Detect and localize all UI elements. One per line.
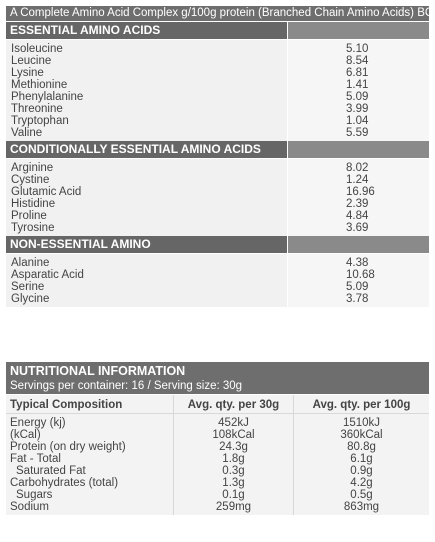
amino-acid-value: 1.04 bbox=[346, 115, 369, 127]
amino-name-column: Isoleucine Leucine Lysine Methionine Phenyla… bbox=[6, 40, 287, 141]
nutrient-per30: 452kJ bbox=[218, 417, 249, 429]
nutrient-name: Carbohydrates (total) bbox=[10, 477, 119, 489]
amino-acid-name: Histidine bbox=[11, 198, 56, 210]
section-header-fill bbox=[287, 236, 429, 253]
amino-sections: ESSENTIAL AMINO ACIDS Isoleucine Leucine Ly… bbox=[6, 22, 429, 307]
amino-acid-name: Glutamic Acid bbox=[11, 186, 82, 198]
amino-acid-name: Lysine bbox=[11, 67, 44, 79]
nutrition-serving-info: Servings per container: 16 / Serving siz… bbox=[6, 379, 429, 395]
amino-acid-value: 5.09 bbox=[346, 281, 369, 293]
nutrient-name: Energy (kj) bbox=[10, 417, 66, 429]
nutrient-name: Sodium bbox=[10, 501, 49, 513]
nutrient-name: Sugars bbox=[16, 489, 53, 501]
amino-value-column: 8.02 1.24 16.96 2.39 4.84 3.69 bbox=[287, 159, 429, 236]
amino-table-title: A Complete Amino Acid Complex g/100g pro… bbox=[6, 6, 429, 22]
section-rows: Alanine Asparatic Acid Serine Glycine 4.38 10… bbox=[6, 254, 429, 307]
nutrient-name: Saturated Fat bbox=[16, 465, 86, 477]
nutrient-per30: 0.1g bbox=[222, 489, 245, 501]
nutrition-per100-values: 1510kJ 360kCal 80.8g 6.1g 0.9g 4.2g 0.5g 863mg bbox=[294, 414, 429, 515]
nutrition-col-composition: Typical Composition Energy (kj) (kCal) Pro… bbox=[6, 395, 173, 515]
nutrition-col-header: Typical Composition bbox=[6, 398, 173, 414]
nutrient-name: (kCal) bbox=[10, 429, 41, 441]
amino-name-column: Arginine Cystine Glutamic Acid Histidine Pro… bbox=[6, 159, 287, 236]
amino-acid-name: Methionine bbox=[11, 79, 68, 91]
section-header-fill bbox=[287, 141, 429, 158]
nutrition-col-header: Avg. qty. per 100g bbox=[294, 398, 429, 414]
amino-acid-value: 2.39 bbox=[346, 198, 369, 210]
amino-acid-table: A Complete Amino Acid Complex g/100g pro… bbox=[6, 6, 429, 307]
nutrient-per100: 4.2g bbox=[350, 477, 373, 489]
nutrition-col-header: Avg. qty. per 30g bbox=[174, 398, 293, 414]
nutrient-per30: 1.8g bbox=[222, 453, 245, 465]
nutrient-name: Fat - Total bbox=[10, 453, 61, 465]
nutrient-per100: 863mg bbox=[343, 501, 380, 513]
nutrient-per30: 1.3g bbox=[222, 477, 245, 489]
nutrient-per100: 1510kJ bbox=[342, 417, 381, 429]
amino-acid-name: Tyrosine bbox=[11, 222, 55, 234]
amino-acid-value: 1.24 bbox=[346, 174, 369, 186]
amino-value-column: 5.10 8.54 6.81 1.41 5.09 3.99 1.04 5.59 bbox=[287, 40, 429, 141]
amino-value-column: 4.38 10.68 5.09 3.78 bbox=[287, 254, 429, 307]
nutrient-per30: 24.3g bbox=[219, 441, 248, 453]
amino-name-column: Alanine Asparatic Acid Serine Glycine bbox=[6, 254, 287, 307]
nutrient-name: Protein (on dry weight) bbox=[10, 441, 126, 453]
amino-acid-name: Glycine bbox=[11, 293, 50, 305]
nutrient-per100: 6.1g bbox=[350, 453, 373, 465]
amino-acid-name: Phenylalanine bbox=[11, 91, 84, 103]
nutrient-per100: 0.5g bbox=[350, 489, 373, 501]
nutrient-per100: 0.9g bbox=[350, 465, 373, 477]
nutrition-col-per100: Avg. qty. per 100g 1510kJ 360kCal 80.8g 6.1… bbox=[293, 395, 429, 515]
amino-acid-value: 5.59 bbox=[346, 127, 369, 139]
section-title: CONDITIONALLY ESSENTIAL AMINO ACIDS bbox=[6, 141, 287, 158]
section-header-fill bbox=[287, 22, 429, 39]
amino-acid-name: Asparatic Acid bbox=[11, 269, 84, 281]
nutrition-col-per30: Avg. qty. per 30g 452kJ 108kCal 24.3g 1.8g 0… bbox=[173, 395, 293, 515]
amino-acid-value: 3.99 bbox=[346, 103, 369, 115]
amino-acid-name: Alanine bbox=[11, 257, 50, 269]
amino-acid-value: 6.81 bbox=[346, 67, 369, 79]
amino-acid-name: Tryptophan bbox=[11, 115, 69, 127]
amino-acid-value: 8.02 bbox=[346, 162, 369, 174]
amino-acid-name: Serine bbox=[11, 281, 45, 293]
amino-acid-value: 1.41 bbox=[346, 79, 369, 91]
section-title: ESSENTIAL AMINO ACIDS bbox=[6, 22, 287, 39]
amino-acid-value: 4.38 bbox=[346, 257, 369, 269]
nutrient-per30: 0.3g bbox=[222, 465, 245, 477]
amino-acid-value: 4.84 bbox=[346, 210, 369, 222]
nutrient-per30: 259mg bbox=[215, 501, 252, 513]
nutrition-names: Energy (kj) (kCal) Protein (on dry weight)… bbox=[6, 414, 173, 515]
amino-acid-name: Threonine bbox=[11, 103, 63, 115]
amino-acid-name: Proline bbox=[11, 210, 47, 222]
amino-acid-value: 5.10 bbox=[346, 43, 369, 55]
section-title: NON-ESSENTIAL AMINO bbox=[6, 236, 287, 253]
amino-acid-value: 3.78 bbox=[346, 293, 369, 305]
amino-acid-value: 8.54 bbox=[346, 55, 369, 67]
amino-acid-name: Valine bbox=[11, 127, 43, 139]
amino-acid-value: 16.96 bbox=[346, 186, 375, 198]
nutrition-table: NUTRITIONAL INFORMATION Servings per con… bbox=[6, 362, 429, 515]
section-rows: Isoleucine Leucine Lysine Methionine Phenyla… bbox=[6, 40, 429, 141]
amino-acid-value: 3.69 bbox=[346, 222, 369, 234]
section-header: CONDITIONALLY ESSENTIAL AMINO ACIDS bbox=[6, 141, 429, 159]
amino-acid-value: 10.68 bbox=[346, 269, 375, 281]
nutrient-per30: 108kCal bbox=[212, 429, 255, 441]
nutrient-per100: 80.8g bbox=[347, 441, 376, 453]
section-header: ESSENTIAL AMINO ACIDS bbox=[6, 22, 429, 40]
nutrition-title: NUTRITIONAL INFORMATION bbox=[6, 362, 429, 379]
nutrition-per30-values: 452kJ 108kCal 24.3g 1.8g 0.3g 1.3g 0.1g 259mg bbox=[174, 414, 293, 515]
amino-acid-name: Isoleucine bbox=[11, 43, 63, 55]
nutrition-grid: Typical Composition Energy (kj) (kCal) Pro… bbox=[6, 395, 429, 515]
amino-acid-name: Arginine bbox=[11, 162, 54, 174]
nutrient-per100: 360kCal bbox=[340, 429, 383, 441]
amino-acid-name: Cystine bbox=[11, 174, 50, 186]
amino-acid-name: Leucine bbox=[11, 55, 52, 67]
amino-acid-value: 5.09 bbox=[346, 91, 369, 103]
section-rows: Arginine Cystine Glutamic Acid Histidine Pro… bbox=[6, 159, 429, 236]
section-header: NON-ESSENTIAL AMINO bbox=[6, 236, 429, 254]
